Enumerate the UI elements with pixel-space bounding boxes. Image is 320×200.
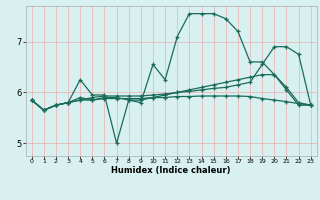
X-axis label: Humidex (Indice chaleur): Humidex (Indice chaleur) [111,166,231,175]
